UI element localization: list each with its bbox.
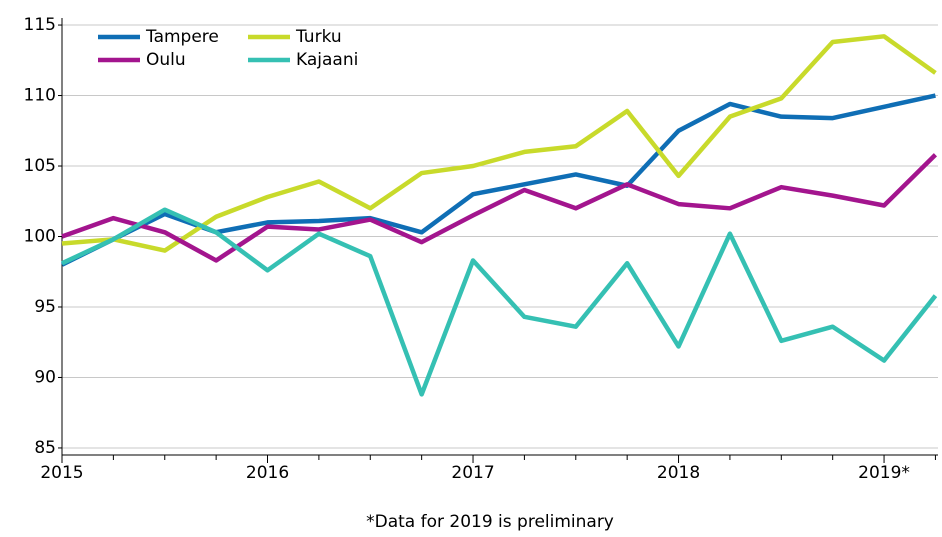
- legend-label: Tampere: [145, 27, 219, 47]
- legend-label: Oulu: [146, 50, 186, 70]
- x-tick-label: 2015: [40, 463, 83, 483]
- y-tick-label: 100: [24, 227, 56, 247]
- series-line: [61, 34, 937, 253]
- x-tick-label: 2016: [246, 463, 289, 483]
- y-tick-label: 90: [34, 367, 56, 387]
- series-line: [61, 207, 938, 397]
- x-tick-label: 2019*: [858, 463, 910, 483]
- series-line: [61, 93, 936, 267]
- footnote: *Data for 2019 is preliminary: [366, 512, 614, 532]
- y-tick-label: 105: [24, 156, 56, 176]
- y-tick-label: 85: [34, 438, 56, 458]
- y-tick-label: 115: [24, 15, 56, 35]
- series-line: [61, 153, 938, 263]
- x-tick-label: 2017: [451, 463, 494, 483]
- y-tick-label: 95: [34, 297, 56, 317]
- y-tick-label: 110: [24, 86, 56, 106]
- legend-label: Kajaani: [296, 50, 358, 70]
- legend-label: Turku: [295, 27, 342, 47]
- x-tick-label: 2018: [657, 463, 700, 483]
